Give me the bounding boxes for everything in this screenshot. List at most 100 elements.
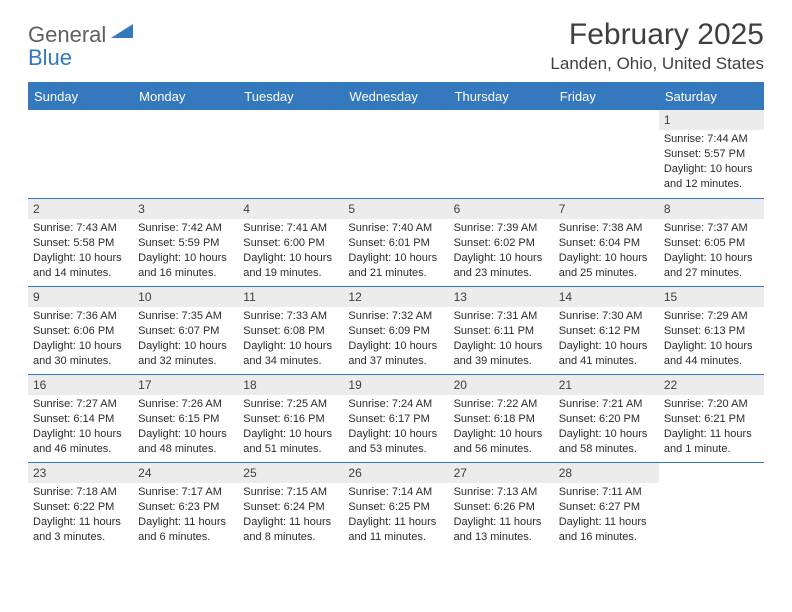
- day-cell: 19Sunrise: 7:24 AMSunset: 6:17 PMDayligh…: [343, 375, 448, 462]
- daylight-text: Daylight: 10 hours and 41 minutes.: [559, 339, 654, 369]
- daylight-text: Daylight: 10 hours and 51 minutes.: [243, 427, 338, 457]
- day-cell: .: [554, 110, 659, 198]
- day-cell: 1Sunrise: 7:44 AMSunset: 5:57 PMDaylight…: [659, 110, 764, 198]
- daylight-text: Daylight: 10 hours and 32 minutes.: [138, 339, 233, 369]
- daylight-text: Daylight: 10 hours and 39 minutes.: [454, 339, 549, 369]
- day-number: 7: [554, 199, 659, 219]
- sunrise-text: Sunrise: 7:40 AM: [348, 221, 443, 236]
- sunrise-text: Sunrise: 7:38 AM: [559, 221, 654, 236]
- daylight-text: Daylight: 10 hours and 16 minutes.: [138, 251, 233, 281]
- daylight-text: Daylight: 10 hours and 12 minutes.: [664, 162, 759, 192]
- day-number: 6: [449, 199, 554, 219]
- day-cell: 13Sunrise: 7:31 AMSunset: 6:11 PMDayligh…: [449, 287, 554, 374]
- daylight-text: Daylight: 10 hours and 56 minutes.: [454, 427, 549, 457]
- day-cell: 14Sunrise: 7:30 AMSunset: 6:12 PMDayligh…: [554, 287, 659, 374]
- day-cell: .: [343, 110, 448, 198]
- daylight-text: Daylight: 10 hours and 34 minutes.: [243, 339, 338, 369]
- day-cell: 3Sunrise: 7:42 AMSunset: 5:59 PMDaylight…: [133, 199, 238, 286]
- day-number: 8: [659, 199, 764, 219]
- day-body: Sunrise: 7:14 AMSunset: 6:25 PMDaylight:…: [343, 483, 448, 548]
- day-number: 22: [659, 375, 764, 395]
- day-body: Sunrise: 7:44 AMSunset: 5:57 PMDaylight:…: [659, 130, 764, 195]
- day-headers-row: Sunday Monday Tuesday Wednesday Thursday…: [28, 84, 764, 110]
- daylight-text: Daylight: 10 hours and 58 minutes.: [559, 427, 654, 457]
- day-cell: 23Sunrise: 7:18 AMSunset: 6:22 PMDayligh…: [28, 463, 133, 550]
- daylight-text: Daylight: 10 hours and 25 minutes.: [559, 251, 654, 281]
- sunset-text: Sunset: 6:08 PM: [243, 324, 338, 339]
- day-number: 14: [554, 287, 659, 307]
- daylight-text: Daylight: 10 hours and 53 minutes.: [348, 427, 443, 457]
- sunrise-text: Sunrise: 7:41 AM: [243, 221, 338, 236]
- day-body: Sunrise: 7:21 AMSunset: 6:20 PMDaylight:…: [554, 395, 659, 460]
- day-body: Sunrise: 7:41 AMSunset: 6:00 PMDaylight:…: [238, 219, 343, 284]
- sunrise-text: Sunrise: 7:27 AM: [33, 397, 128, 412]
- day-cell: 20Sunrise: 7:22 AMSunset: 6:18 PMDayligh…: [449, 375, 554, 462]
- day-number: 2: [28, 199, 133, 219]
- sunset-text: Sunset: 6:12 PM: [559, 324, 654, 339]
- daylight-text: Daylight: 11 hours and 1 minute.: [664, 427, 759, 457]
- day-number: 15: [659, 287, 764, 307]
- day-body: Sunrise: 7:27 AMSunset: 6:14 PMDaylight:…: [28, 395, 133, 460]
- day-cell: 25Sunrise: 7:15 AMSunset: 6:24 PMDayligh…: [238, 463, 343, 550]
- location-subtitle: Landen, Ohio, United States: [550, 54, 764, 74]
- day-body: Sunrise: 7:35 AMSunset: 6:07 PMDaylight:…: [133, 307, 238, 372]
- sunset-text: Sunset: 6:16 PM: [243, 412, 338, 427]
- sunset-text: Sunset: 6:27 PM: [559, 500, 654, 515]
- daylight-text: Daylight: 11 hours and 16 minutes.: [559, 515, 654, 545]
- day-body: Sunrise: 7:40 AMSunset: 6:01 PMDaylight:…: [343, 219, 448, 284]
- day-header-fri: Friday: [554, 84, 659, 110]
- day-number: 3: [133, 199, 238, 219]
- day-body: Sunrise: 7:42 AMSunset: 5:59 PMDaylight:…: [133, 219, 238, 284]
- day-number: 25: [238, 463, 343, 483]
- day-cell: 16Sunrise: 7:27 AMSunset: 6:14 PMDayligh…: [28, 375, 133, 462]
- day-cell: 24Sunrise: 7:17 AMSunset: 6:23 PMDayligh…: [133, 463, 238, 550]
- sunrise-text: Sunrise: 7:11 AM: [559, 485, 654, 500]
- day-body: Sunrise: 7:37 AMSunset: 6:05 PMDaylight:…: [659, 219, 764, 284]
- day-body: Sunrise: 7:24 AMSunset: 6:17 PMDaylight:…: [343, 395, 448, 460]
- calendar: Sunday Monday Tuesday Wednesday Thursday…: [28, 82, 764, 550]
- daylight-text: Daylight: 10 hours and 23 minutes.: [454, 251, 549, 281]
- week-row: 16Sunrise: 7:27 AMSunset: 6:14 PMDayligh…: [28, 374, 764, 462]
- sunset-text: Sunset: 6:15 PM: [138, 412, 233, 427]
- day-body: Sunrise: 7:36 AMSunset: 6:06 PMDaylight:…: [28, 307, 133, 372]
- sunrise-text: Sunrise: 7:42 AM: [138, 221, 233, 236]
- day-cell: .: [133, 110, 238, 198]
- day-header-thu: Thursday: [449, 84, 554, 110]
- day-cell: 21Sunrise: 7:21 AMSunset: 6:20 PMDayligh…: [554, 375, 659, 462]
- day-number: 27: [449, 463, 554, 483]
- weeks-container: ......1Sunrise: 7:44 AMSunset: 5:57 PMDa…: [28, 110, 764, 550]
- sunrise-text: Sunrise: 7:29 AM: [664, 309, 759, 324]
- sunset-text: Sunset: 6:14 PM: [33, 412, 128, 427]
- sunset-text: Sunset: 6:26 PM: [454, 500, 549, 515]
- day-header-sat: Saturday: [659, 84, 764, 110]
- sunset-text: Sunset: 6:00 PM: [243, 236, 338, 251]
- day-body: Sunrise: 7:33 AMSunset: 6:08 PMDaylight:…: [238, 307, 343, 372]
- day-cell: 28Sunrise: 7:11 AMSunset: 6:27 PMDayligh…: [554, 463, 659, 550]
- day-body: Sunrise: 7:29 AMSunset: 6:13 PMDaylight:…: [659, 307, 764, 372]
- day-header-mon: Monday: [133, 84, 238, 110]
- header: General Blue February 2025 Landen, Ohio,…: [28, 18, 764, 74]
- daylight-text: Daylight: 10 hours and 48 minutes.: [138, 427, 233, 457]
- day-number: 10: [133, 287, 238, 307]
- day-number: 17: [133, 375, 238, 395]
- logo-word1: General: [28, 22, 106, 47]
- sunrise-text: Sunrise: 7:44 AM: [664, 132, 759, 147]
- day-number: 19: [343, 375, 448, 395]
- day-cell: 18Sunrise: 7:25 AMSunset: 6:16 PMDayligh…: [238, 375, 343, 462]
- daylight-text: Daylight: 10 hours and 21 minutes.: [348, 251, 443, 281]
- sunset-text: Sunset: 6:06 PM: [33, 324, 128, 339]
- day-body: Sunrise: 7:20 AMSunset: 6:21 PMDaylight:…: [659, 395, 764, 460]
- day-body: Sunrise: 7:32 AMSunset: 6:09 PMDaylight:…: [343, 307, 448, 372]
- day-header-wed: Wednesday: [343, 84, 448, 110]
- sunset-text: Sunset: 6:09 PM: [348, 324, 443, 339]
- sunset-text: Sunset: 6:25 PM: [348, 500, 443, 515]
- sunset-text: Sunset: 6:02 PM: [454, 236, 549, 251]
- day-cell: 11Sunrise: 7:33 AMSunset: 6:08 PMDayligh…: [238, 287, 343, 374]
- sunset-text: Sunset: 6:17 PM: [348, 412, 443, 427]
- day-number: 24: [133, 463, 238, 483]
- sunset-text: Sunset: 6:01 PM: [348, 236, 443, 251]
- daylight-text: Daylight: 11 hours and 3 minutes.: [33, 515, 128, 545]
- sunrise-text: Sunrise: 7:24 AM: [348, 397, 443, 412]
- sunset-text: Sunset: 6:20 PM: [559, 412, 654, 427]
- daylight-text: Daylight: 11 hours and 8 minutes.: [243, 515, 338, 545]
